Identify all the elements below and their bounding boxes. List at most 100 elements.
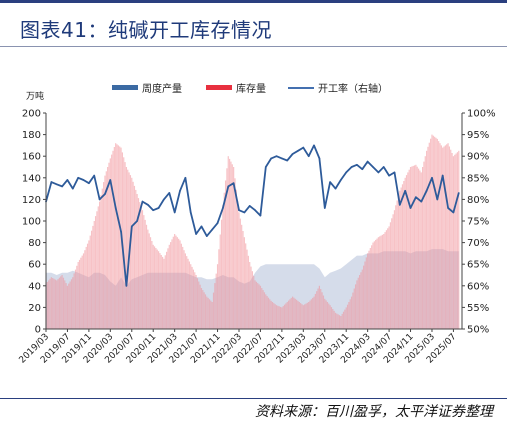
- inventory-bar: [294, 298, 296, 329]
- inventory-bar: [269, 299, 271, 329]
- inventory-bar: [180, 243, 182, 329]
- inventory-bar: [175, 235, 177, 329]
- y-tick-label: 20: [28, 303, 41, 314]
- inventory-bar: [179, 240, 181, 329]
- inventory-bar: [182, 246, 184, 329]
- inventory-bar: [200, 288, 203, 329]
- inventory-bar: [168, 244, 170, 329]
- inventory-bar: [435, 137, 437, 329]
- inventory-bar: [57, 279, 59, 329]
- inventory-bar: [392, 214, 394, 330]
- inventory-bar: [357, 277, 359, 329]
- inventory-bar: [188, 261, 190, 329]
- inventory-bar: [230, 161, 232, 329]
- inventory-bar: [220, 219, 223, 329]
- weekly-output-point: [152, 209, 154, 211]
- legend-label-weekly-output: 周度产量: [142, 82, 182, 95]
- weekly-output-point: [302, 146, 305, 149]
- inventory-bar: [271, 302, 274, 329]
- inventory-bar: [367, 253, 369, 329]
- inventory-bar: [64, 280, 66, 329]
- inventory-bar: [141, 210, 144, 329]
- inventory-bar: [203, 292, 205, 329]
- inventory-bar: [417, 168, 420, 329]
- inventory-bar: [456, 152, 459, 329]
- weekly-output-point: [238, 209, 240, 211]
- inventory-bar: [245, 243, 247, 329]
- inventory-bar: [320, 289, 322, 329]
- inventory-bar: [359, 275, 361, 329]
- weekly-output-point: [125, 285, 128, 287]
- inventory-bar: [54, 279, 56, 329]
- weekly-output-point: [313, 144, 315, 147]
- inventory-bar: [401, 184, 404, 329]
- inventory-bar: [316, 291, 318, 329]
- inventory-bar: [411, 166, 413, 329]
- weekly-output-point: [329, 181, 331, 183]
- inventory-bar: [258, 284, 260, 329]
- inventory-bar: [454, 154, 456, 329]
- weekly-output-point: [216, 222, 219, 224]
- weekly-output-point: [425, 190, 428, 192]
- inventory-bar: [116, 144, 118, 329]
- inventory-bar: [325, 300, 327, 329]
- inventory-bar: [167, 248, 169, 329]
- weekly-output-point: [318, 157, 321, 160]
- inventory-bar: [455, 153, 457, 329]
- y2-tick-label: 80%: [467, 195, 489, 206]
- inventory-bar: [404, 177, 406, 329]
- inventory-bar: [186, 256, 188, 329]
- weekly-output-point: [141, 200, 144, 203]
- y2-tick-label: 70%: [467, 238, 489, 249]
- inventory-bar: [426, 150, 428, 329]
- inventory-bar: [104, 175, 106, 329]
- weekly-output-point: [265, 166, 267, 168]
- weekly-output-point: [275, 155, 278, 157]
- weekly-output-point: [388, 174, 390, 177]
- inventory-bar: [84, 250, 86, 329]
- weekly-output-point: [93, 174, 95, 177]
- inventory-bar: [332, 309, 334, 329]
- inventory-bar: [115, 143, 117, 329]
- inventory-bar: [214, 283, 216, 329]
- inventory-bar: [297, 300, 299, 329]
- inventory-bar: [56, 280, 58, 329]
- weekly-output-point: [227, 185, 230, 188]
- inventory-bar: [278, 306, 280, 329]
- inventory-bar: [90, 230, 93, 329]
- inventory-bar: [407, 172, 409, 329]
- inventory-bar: [191, 266, 193, 329]
- inventory-bar: [397, 195, 400, 329]
- weekly-output-point: [372, 166, 374, 168]
- inventory-bar: [443, 146, 445, 329]
- inventory-bar: [99, 201, 101, 329]
- inventory-bar: [77, 262, 79, 329]
- inventory-bar: [202, 290, 204, 329]
- inventory-bar: [342, 311, 345, 329]
- weekly-output-point: [366, 160, 369, 163]
- inventory-bar: [69, 281, 71, 329]
- inventory-bar: [439, 143, 441, 329]
- inventory-bar: [306, 302, 308, 329]
- weekly-output-point: [436, 198, 439, 201]
- inventory-bar: [388, 226, 390, 329]
- inventory-bar: [361, 269, 363, 329]
- inventory-bar: [111, 154, 113, 329]
- inventory-bar: [373, 241, 375, 330]
- inventory-bar: [231, 164, 233, 329]
- inventory-bar: [216, 264, 219, 329]
- inventory-bar: [140, 206, 142, 329]
- inventory-bar: [255, 281, 258, 330]
- inventory-bar: [399, 190, 401, 329]
- weekly-output-point: [286, 159, 289, 162]
- inventory-bar: [166, 251, 168, 329]
- inventory-bar: [266, 296, 268, 329]
- inventory-bar: [219, 234, 221, 329]
- y-tick-label: 120: [22, 195, 41, 206]
- inventory-bar: [296, 299, 298, 329]
- inventory-bar: [400, 187, 402, 329]
- inventory-bar: [300, 303, 302, 329]
- inventory-bar: [148, 233, 150, 329]
- inventory-bar: [151, 241, 153, 329]
- weekly-output-point: [254, 209, 256, 211]
